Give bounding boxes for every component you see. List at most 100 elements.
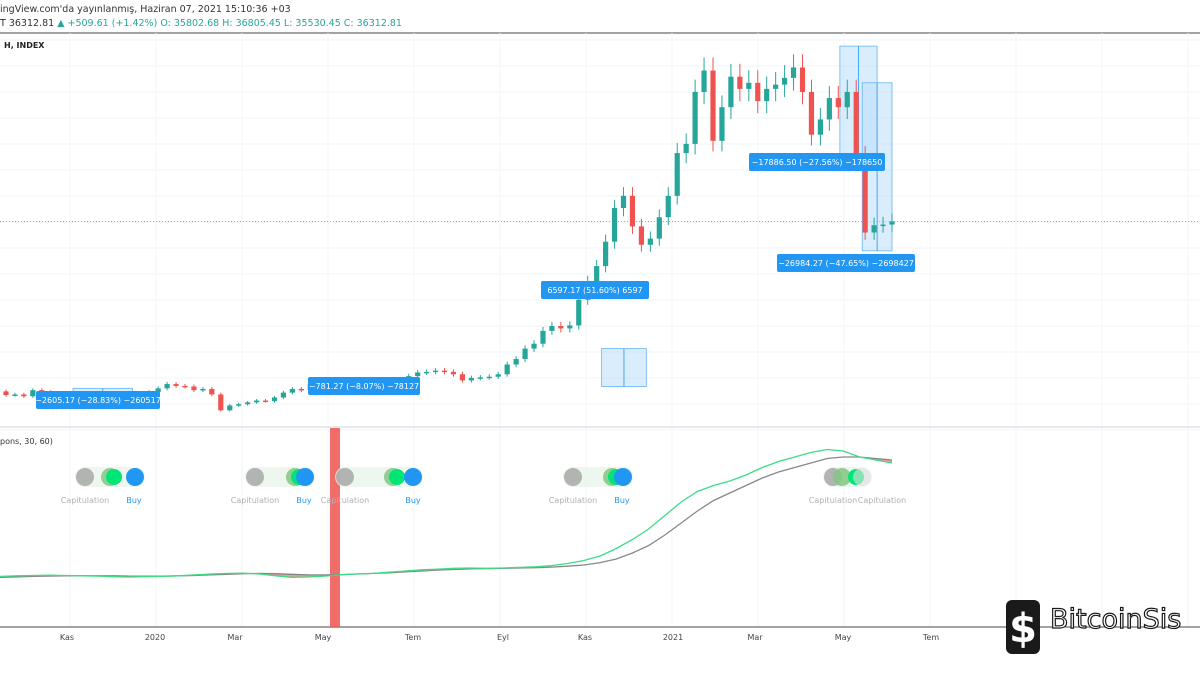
signal-label-capitulation: Capitulation (858, 496, 906, 505)
signal-dot (389, 469, 405, 485)
candles (3, 54, 895, 412)
candle (540, 330, 546, 344)
candle (701, 70, 707, 92)
candle (477, 377, 483, 379)
price-change: ▲ +509.61 (+1.42%) (57, 18, 158, 29)
signal-label-buy: Buy (126, 496, 142, 505)
candle (558, 326, 564, 329)
signal-label-capitulation: Capitulation (549, 496, 597, 505)
annotation-box (36, 391, 160, 409)
signal-dot (106, 469, 122, 485)
candle (191, 386, 197, 391)
candle (594, 266, 600, 282)
candle (227, 405, 233, 411)
candle (656, 217, 662, 239)
x-tick-label: Mar (747, 633, 763, 642)
annotation-box (308, 377, 420, 395)
annotation-box (749, 153, 885, 171)
candle (513, 359, 519, 365)
candle (853, 91, 859, 157)
watermark-text: BitcoinSis (1049, 603, 1182, 635)
x-tick-label: 2021 (663, 633, 683, 642)
indicator-label: pons, 30, 60) (0, 437, 53, 446)
candle (200, 388, 206, 391)
x-tick-label: 2020 (145, 633, 165, 642)
candle (629, 195, 636, 227)
candle (209, 388, 215, 395)
annotation-label: −26984.27 (−47.65%) −2698427 (778, 259, 914, 268)
candle (603, 241, 609, 267)
candle (173, 384, 179, 386)
candle (817, 119, 824, 135)
candle (504, 364, 510, 375)
x-tick-label: Tem (404, 633, 421, 642)
candle (719, 107, 725, 141)
candle (289, 388, 295, 393)
candle (245, 402, 251, 405)
candle (262, 400, 269, 403)
candle (799, 67, 806, 92)
candle (620, 195, 627, 209)
candle (826, 98, 832, 120)
annotation-box (541, 281, 649, 299)
candle (889, 221, 895, 225)
capitulation-dot (76, 468, 94, 486)
x-tick-label: Kas (578, 633, 592, 642)
x-tick-label: Kas (60, 633, 74, 642)
candle (835, 98, 841, 108)
x-axis: Kas 2020 Mar May Tem Eyl Kas 2021 Mar May Tem (60, 633, 939, 642)
highlight-bar (330, 428, 340, 627)
bitcoin-logo-icon: $ (1006, 600, 1040, 654)
x-tick-label: Eyl (497, 633, 509, 642)
candle (880, 224, 886, 227)
signal-label-capitulation: Capitulation (321, 496, 369, 505)
candle (236, 404, 242, 406)
candle (280, 392, 287, 398)
watermark-logo: $ BitcoinSis (1000, 592, 1200, 662)
candle (764, 88, 770, 102)
candle (164, 384, 170, 389)
annotation-box (777, 254, 915, 272)
buy-dot (853, 468, 871, 486)
annotation-label: −17886.50 (−27.56%) −178‬650 (752, 158, 883, 167)
candle (522, 348, 528, 359)
candle (432, 370, 439, 373)
candle (808, 91, 815, 135)
candle (611, 208, 618, 242)
candle (755, 82, 761, 102)
candle (459, 374, 466, 381)
candle (746, 82, 752, 89)
chart-header: ingView.com'da yayınlanmış, Haziran 07, … (0, 0, 1200, 32)
candle (271, 397, 278, 402)
annotation-label: 6597.17 (51.60%) 6597 (547, 286, 642, 295)
candle (415, 372, 421, 377)
x-tick-label: May (835, 633, 852, 642)
candle (790, 67, 797, 78)
candle (665, 195, 671, 218)
candle (710, 70, 716, 141)
symbol-label: H, INDEX (4, 41, 45, 50)
candle (782, 77, 788, 85)
buy-dot (614, 468, 632, 486)
candle (862, 156, 868, 233)
last-price: T 36312.81 (0, 18, 55, 29)
candle (424, 371, 430, 374)
candle (12, 394, 18, 396)
signal-label-buy: Buy (296, 496, 312, 505)
fast-line (0, 448, 893, 578)
signal-markers: Capitulation Buy Capitulation Buy Capitulati… (61, 467, 906, 505)
publish-info: ingView.com'da yayınlanmış, Haziran 07, … (0, 4, 291, 15)
candle (737, 76, 743, 89)
candle (531, 343, 537, 349)
signal-dot (833, 468, 851, 486)
indicator-pane (0, 428, 893, 627)
candle (30, 390, 36, 397)
candle (495, 374, 501, 377)
signal-label-buy: Buy (614, 496, 630, 505)
candle (692, 91, 698, 144)
candle (218, 394, 224, 411)
capitulation-dot (564, 468, 582, 486)
capitulation-dot (246, 468, 264, 486)
annotation-label: −781.27 (−8.07%) −78127 (309, 382, 419, 391)
